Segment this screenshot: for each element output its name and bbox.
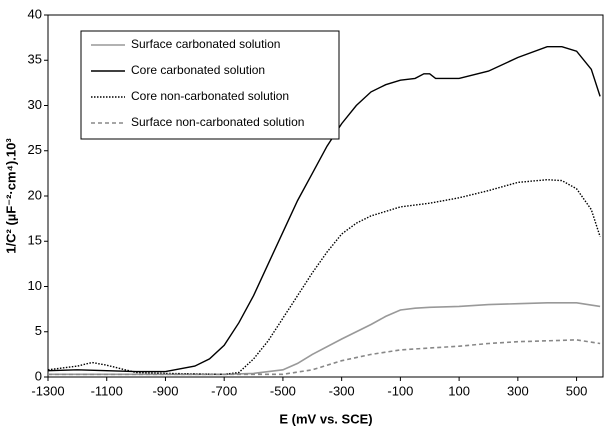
x-tick-label: -900: [152, 383, 178, 398]
legend-label: Core non-carbonated solution: [131, 89, 289, 103]
legend-label: Core carbonated solution: [131, 63, 265, 77]
y-tick-label: 10: [28, 278, 42, 293]
y-tick-label: 20: [28, 187, 42, 202]
x-tick-label: -100: [387, 383, 413, 398]
x-tick-label: 500: [566, 383, 588, 398]
legend-label: Surface non-carbonated solution: [131, 115, 304, 129]
y-tick-label: 15: [28, 233, 42, 248]
x-tick-label: -700: [211, 383, 237, 398]
line: [48, 339, 601, 376]
y-tick-label: 30: [28, 97, 42, 112]
x-tick-label: -300: [329, 383, 355, 398]
legend-label: Surface carbonated solution: [131, 37, 280, 51]
x-tick-label: -1100: [91, 383, 123, 398]
x-tick-label: -500: [270, 383, 296, 398]
y-tick-label: 40: [28, 6, 42, 21]
y-tick-label: 0: [35, 368, 42, 383]
x-axis-label: E (mV vs. SCE): [279, 411, 372, 426]
y-tick-label: 5: [35, 323, 42, 338]
y-axis-label: 1/C² (µF⁻²·cm⁴).10³: [3, 138, 18, 254]
line: [48, 302, 601, 376]
line: [47, 178, 601, 376]
legend-box: [80, 30, 340, 140]
x-tick-label: 300: [507, 383, 529, 398]
line: [47, 46, 601, 373]
x-tick-label: 100: [448, 383, 470, 398]
x-tick-label: -1300: [31, 383, 64, 398]
y-tick-label: 25: [28, 142, 42, 157]
y-tick-label: 35: [28, 52, 42, 67]
